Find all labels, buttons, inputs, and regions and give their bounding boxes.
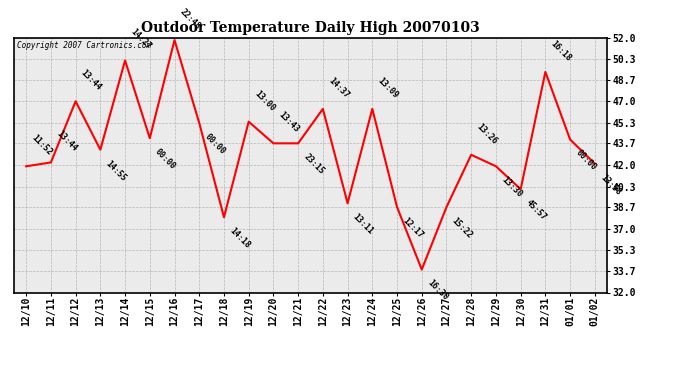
Text: 11:52: 11:52 <box>30 133 54 158</box>
Text: 13:09: 13:09 <box>376 76 400 100</box>
Title: Outdoor Temperature Daily High 20070103: Outdoor Temperature Daily High 20070103 <box>141 21 480 35</box>
Text: 14:18: 14:18 <box>228 226 252 250</box>
Text: 00:00: 00:00 <box>153 147 177 171</box>
Text: 14:55: 14:55 <box>104 159 128 183</box>
Text: 14:37: 14:37 <box>326 76 351 100</box>
Text: 22:48: 22:48 <box>178 7 202 31</box>
Text: 13:44: 13:44 <box>79 68 104 92</box>
Text: 16:18: 16:18 <box>549 39 573 63</box>
Text: 45:57: 45:57 <box>524 198 549 222</box>
Text: 12:17: 12:17 <box>401 216 425 240</box>
Text: 13:43: 13:43 <box>277 110 301 134</box>
Text: 23:15: 23:15 <box>302 152 326 176</box>
Text: 00:00: 00:00 <box>574 148 598 172</box>
Text: 13:44: 13:44 <box>55 129 79 153</box>
Text: 15:22: 15:22 <box>450 216 474 240</box>
Text: 13:30: 13:30 <box>500 175 524 199</box>
Text: 16:30: 16:30 <box>426 279 449 303</box>
Text: 00:00: 00:00 <box>203 132 227 156</box>
Text: 13:26: 13:26 <box>475 122 499 146</box>
Text: 13:58: 13:58 <box>598 172 622 197</box>
Text: Copyright 2007 Cartronics.com: Copyright 2007 Cartronics.com <box>17 41 151 50</box>
Text: 13:11: 13:11 <box>351 212 375 236</box>
Text: 13:00: 13:00 <box>253 88 277 113</box>
Text: 14:27: 14:27 <box>129 27 152 51</box>
